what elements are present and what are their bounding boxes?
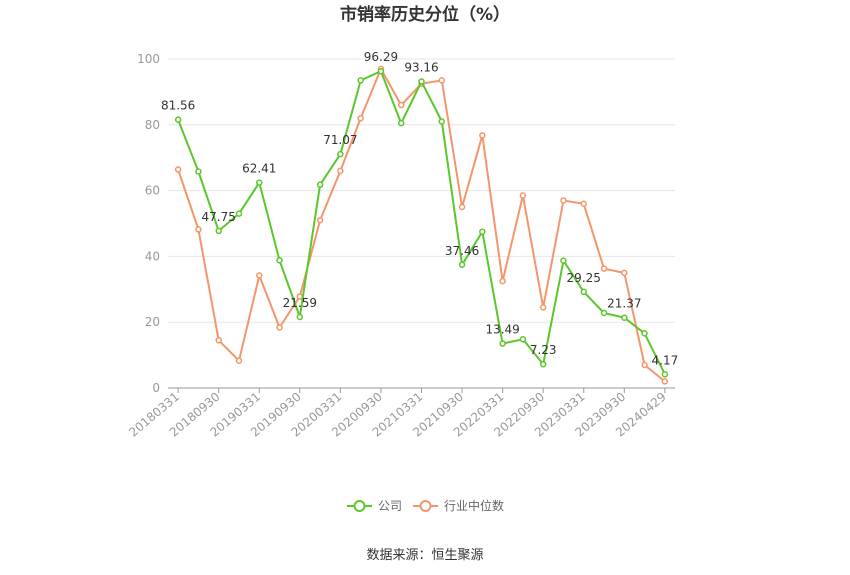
legend-label-industry-median: 行业中位数: [444, 498, 504, 513]
data-point: [215, 337, 222, 344]
y-tick-label: 60: [145, 184, 160, 198]
data-point: [235, 210, 243, 217]
data-point: [560, 197, 567, 204]
data-point: [661, 378, 669, 385]
data-point: [215, 227, 222, 235]
data-point: [337, 167, 344, 175]
data-labels: 81.56 47.75 62.41 21.59 71.07 96.29 93.16 37.46…: [161, 50, 678, 367]
legend[interactable]: 公司 行业中位数: [347, 498, 504, 513]
data-point: [357, 77, 364, 84]
series-layer: [174, 65, 669, 385]
y-tick-label: 20: [145, 315, 160, 329]
legend-marker-company: [353, 500, 366, 512]
data-point: [276, 324, 283, 331]
data-point: [519, 192, 527, 199]
data-point: [458, 261, 466, 269]
data-point: [174, 116, 182, 123]
data-point: [479, 132, 486, 139]
gridlines: [168, 58, 675, 389]
data-point: [641, 330, 648, 337]
data-point: [621, 314, 628, 321]
data-point: [337, 150, 344, 158]
y-tick-label: 0: [152, 381, 160, 395]
data-point: [600, 265, 608, 272]
data-point: [438, 118, 446, 125]
data-point: [174, 166, 182, 173]
series-line-1: [177, 67, 666, 383]
data-label: 4.17: [652, 353, 679, 367]
data-point: [195, 226, 202, 233]
data-label: 93.16: [404, 61, 438, 75]
data-point: [479, 228, 486, 235]
data-point: [621, 269, 628, 277]
data-point: [195, 168, 202, 175]
data-label: 62.41: [242, 162, 276, 176]
data-point: [418, 78, 425, 85]
y-tick-label: 80: [145, 118, 160, 132]
data-point: [438, 77, 446, 84]
data-point: [235, 357, 243, 364]
data-point: [256, 179, 263, 186]
data-point: [458, 203, 466, 211]
data-source: 数据来源：恒生聚源: [366, 548, 483, 563]
data-point: [296, 313, 304, 321]
data-point: [397, 119, 405, 127]
data-label: 29.25: [567, 271, 601, 285]
data-point: [276, 257, 283, 264]
data-point: [641, 361, 648, 369]
legend-label-company: 公司: [378, 499, 402, 513]
data-label: 37.46: [445, 244, 479, 258]
x-axis: 2018033120180930201903312019093020200331…: [126, 388, 669, 440]
data-label: 7.23: [530, 343, 557, 357]
data-point: [316, 216, 324, 224]
data-point: [539, 304, 547, 311]
legend-item-industry-median[interactable]: 行业中位数: [413, 498, 504, 513]
data-label: 21.37: [607, 297, 641, 311]
data-point: [397, 101, 405, 109]
data-point: [600, 309, 608, 317]
chart-title: 市销率历史分位（%）: [340, 4, 510, 25]
data-label: 47.75: [202, 210, 236, 224]
data-point: [316, 181, 324, 188]
data-point: [377, 67, 385, 75]
data-label: 81.56: [161, 99, 195, 113]
data-point: [661, 371, 669, 378]
data-point: [499, 277, 506, 285]
legend-item-company[interactable]: 公司: [347, 499, 402, 513]
data-label: 96.29: [364, 50, 398, 64]
data-point: [580, 200, 587, 208]
data-point: [519, 336, 527, 343]
y-axis: 0 20 40 60 80 100: [137, 52, 160, 395]
y-tick-label: 100: [137, 52, 160, 66]
data-label: 71.07: [323, 133, 357, 147]
data-label: 21.59: [283, 296, 317, 310]
y-tick-label: 40: [145, 249, 160, 263]
data-point: [580, 288, 587, 296]
series-line-0: [177, 70, 666, 375]
data-point: [357, 114, 364, 122]
data-label: 13.49: [485, 323, 519, 337]
data-point: [560, 257, 567, 264]
data-point: [256, 272, 263, 279]
legend-marker-industry-median: [419, 500, 432, 512]
data-point: [499, 340, 506, 347]
data-point: [539, 360, 547, 368]
